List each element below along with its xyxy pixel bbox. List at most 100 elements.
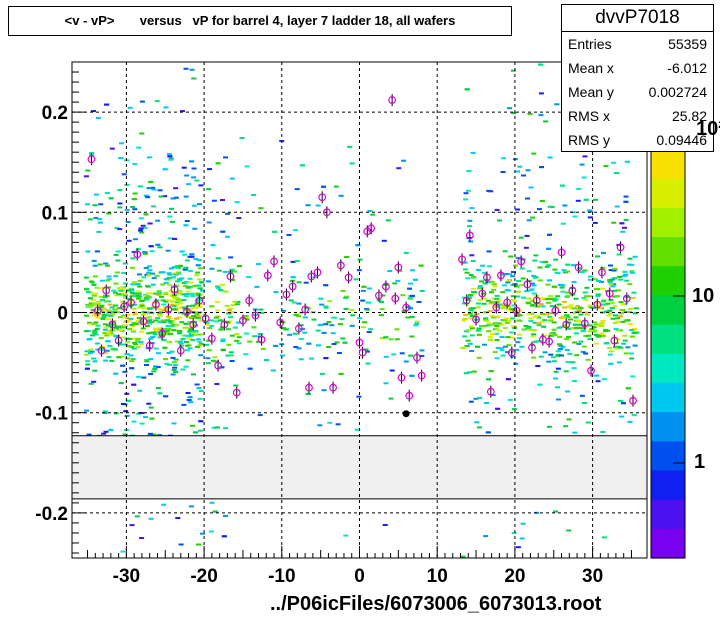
heatmap-cell (141, 307, 147, 310)
heatmap-cell (103, 294, 108, 297)
heatmap-cell (509, 308, 515, 311)
heatmap-cell (396, 167, 402, 170)
heatmap-cell (155, 366, 161, 368)
heatmap-cell (474, 421, 480, 424)
heatmap-cell (557, 343, 562, 346)
heatmap-cell (560, 315, 566, 318)
heatmap-cell (491, 283, 497, 286)
heatmap-cell (465, 339, 471, 342)
heatmap-cell (209, 501, 215, 504)
heatmap-cell (156, 308, 162, 311)
heatmap-cell (122, 370, 128, 373)
heatmap-cell (419, 355, 425, 357)
heatmap-cell (214, 360, 219, 363)
heatmap-cell (145, 325, 150, 327)
heatmap-cell (493, 302, 499, 305)
heatmap-cell (616, 289, 622, 292)
heatmap-cell (553, 370, 559, 373)
heatmap-cell (157, 246, 163, 249)
profile-point (294, 324, 303, 333)
heatmap-cell (88, 352, 93, 354)
x-tick-label: 10 (427, 566, 448, 587)
heatmap-cell (198, 354, 204, 357)
heatmap-cell (184, 174, 190, 177)
heatmap-cell (193, 316, 199, 319)
heatmap-cell (157, 392, 163, 395)
heatmap-cell (488, 302, 494, 305)
heatmap-cell (163, 358, 168, 361)
heatmap-cell (224, 320, 230, 323)
heatmap-cell (555, 295, 561, 298)
heatmap-cell (536, 208, 542, 211)
heatmap-cell (162, 195, 168, 198)
heatmap-cell (298, 324, 304, 327)
heatmap-cell (144, 364, 149, 366)
heatmap-cell (593, 288, 599, 291)
heatmap-cell (588, 278, 593, 281)
heatmap-cell (177, 279, 183, 282)
heatmap-cell (151, 277, 157, 280)
heatmap-cell (462, 261, 468, 264)
heatmap-cell (182, 253, 187, 256)
heatmap-cell (163, 291, 169, 294)
heatmap-cell (87, 323, 93, 326)
heatmap-cell (168, 321, 174, 324)
heatmap-cell (86, 433, 92, 436)
heatmap-cell (131, 198, 137, 201)
color-scale-step (651, 528, 685, 559)
heatmap-cell (186, 305, 192, 308)
heatmap-cell (501, 305, 507, 308)
heatmap-cell (491, 288, 497, 291)
heatmap-cell (94, 314, 100, 317)
heatmap-cell (490, 333, 496, 336)
heatmap-cell (561, 300, 567, 303)
heatmap-cell (538, 355, 544, 358)
heatmap-cell (106, 331, 112, 334)
profile-point (551, 306, 560, 315)
heatmap-cell (315, 204, 321, 207)
heatmap-cell (215, 257, 221, 260)
heatmap-cell (191, 167, 197, 170)
heatmap-cell (91, 380, 97, 383)
heatmap-cell (190, 339, 196, 341)
heatmap-cell (147, 318, 153, 321)
heatmap-cell (379, 308, 385, 311)
heatmap-cell (618, 346, 624, 349)
heatmap-cell (475, 268, 481, 271)
heatmap-cell (400, 294, 406, 297)
heatmap-cell (228, 307, 234, 310)
heatmap-cell (138, 341, 144, 344)
heatmap-cell (338, 372, 344, 375)
heatmap-cell (570, 361, 576, 364)
heatmap-cell (576, 342, 582, 345)
heatmap-cell (236, 342, 242, 345)
heatmap-cell (103, 326, 109, 329)
heatmap-cell (273, 291, 279, 293)
heatmap-cell (97, 218, 103, 221)
heatmap-cell (536, 316, 542, 319)
heatmap-cell (100, 310, 106, 313)
heatmap-cell (169, 303, 175, 306)
heatmap-cell (462, 268, 468, 271)
heatmap-cell (507, 398, 513, 401)
heatmap-cell (516, 337, 522, 340)
heatmap-cell (128, 317, 134, 320)
heatmap-cell (195, 271, 201, 274)
heatmap-cell (209, 305, 215, 308)
heatmap-cell (194, 313, 200, 316)
heatmap-cell (523, 246, 529, 249)
heatmap-cell (251, 194, 257, 196)
heatmap-cell (184, 259, 190, 262)
heatmap-cell (546, 301, 552, 304)
heatmap-cell (173, 371, 179, 374)
heatmap-cell (100, 279, 105, 282)
heatmap-cell (595, 295, 601, 298)
heatmap-cell (126, 297, 132, 300)
profile-point (512, 306, 521, 315)
heatmap-cell (104, 349, 110, 352)
heatmap-cell (595, 293, 601, 296)
heatmap-cell (151, 433, 157, 436)
heatmap-cell (481, 272, 487, 275)
heatmap-cell (611, 269, 617, 272)
heatmap-cell (565, 263, 571, 266)
